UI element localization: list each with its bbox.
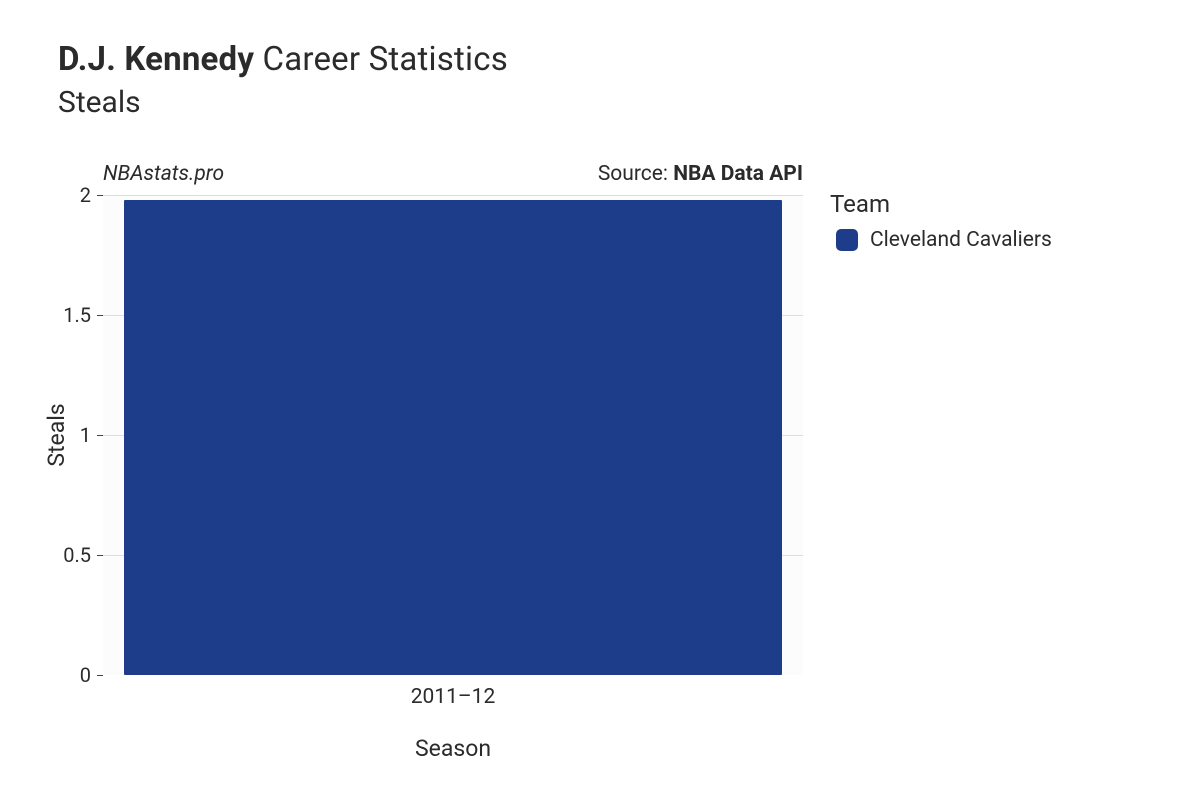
y-tick — [97, 195, 103, 196]
y-tick — [97, 675, 103, 676]
legend-title: Team — [830, 190, 1052, 218]
x-axis-title: Season — [103, 735, 803, 762]
y-tick — [97, 435, 103, 436]
chart-plot-area: NBAstats.pro Source: NBA Data API Steals… — [103, 195, 803, 675]
y-tick — [97, 315, 103, 316]
legend-label: Cleveland Cavaliers — [870, 228, 1052, 252]
bar — [124, 200, 782, 675]
y-tick-label: 1 — [80, 423, 91, 447]
y-tick — [97, 555, 103, 556]
chart-title: D.J. Kennedy Career Statistics Steals — [58, 40, 508, 120]
x-tick-label: 2011–12 — [383, 685, 523, 709]
source-name: NBA Data API — [673, 162, 803, 186]
chart-subtitle: Steals — [58, 85, 508, 120]
attribution-source: Source: NBA Data API — [598, 162, 803, 186]
y-tick-label: 1.5 — [63, 303, 91, 327]
source-label: Source: — [598, 162, 673, 186]
y-tick-label: 0.5 — [63, 543, 91, 567]
title-suffix: Career Statistics — [263, 40, 508, 79]
y-tick-label: 0 — [80, 663, 91, 687]
y-tick-label: 2 — [80, 183, 91, 207]
player-name: D.J. Kennedy — [58, 40, 254, 79]
legend: Team Cleveland Cavaliers — [830, 190, 1052, 252]
attribution-site: NBAstats.pro — [103, 162, 224, 186]
legend-item: Cleveland Cavaliers — [836, 228, 1052, 252]
gridline — [103, 195, 803, 196]
legend-swatch — [836, 229, 858, 251]
y-axis-title: Steals — [43, 403, 70, 466]
